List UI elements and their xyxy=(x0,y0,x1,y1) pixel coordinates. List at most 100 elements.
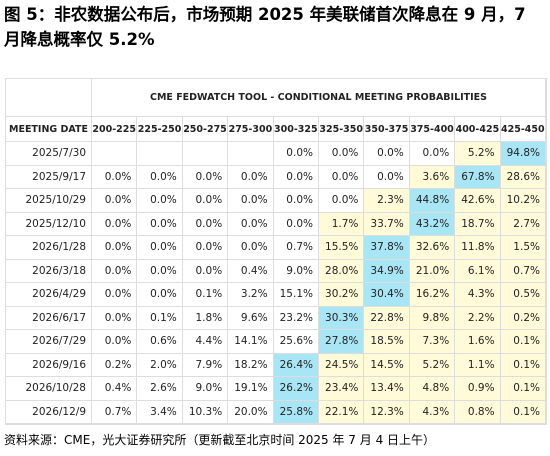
probability-cell: 0.6% xyxy=(137,330,183,354)
probability-cell: 0.1% xyxy=(500,353,546,377)
probability-cell: 0.0% xyxy=(228,189,274,213)
probability-cell: 0.5% xyxy=(500,283,546,307)
blank-corner xyxy=(6,79,92,117)
probability-cell: 15.1% xyxy=(273,283,319,307)
probability-cell: 0.0% xyxy=(319,165,365,189)
probability-cell: 11.8% xyxy=(455,236,501,260)
probability-cell: 25.6% xyxy=(273,330,319,354)
probability-cell: 0.9% xyxy=(455,377,501,401)
column-header: 200-225 xyxy=(92,117,138,142)
probability-cell: 42.6% xyxy=(455,189,501,213)
probability-cell: 15.5% xyxy=(319,236,365,260)
probability-cell: 0.8% xyxy=(455,400,501,424)
probability-cell: 0.0% xyxy=(137,283,183,307)
probability-cell: 4.4% xyxy=(182,330,229,354)
probability-cell: 34.9% xyxy=(364,259,410,283)
probability-cell: 0.0% xyxy=(228,212,274,236)
probability-cell: 0.0% xyxy=(182,165,229,189)
probability-cell: 9.6% xyxy=(228,306,274,330)
probability-cell: 32.6% xyxy=(409,236,456,260)
meeting-date: 2025/12/10 xyxy=(6,212,92,236)
probability-cell: 3.6% xyxy=(409,165,456,189)
probability-cell: 9.0% xyxy=(182,377,229,401)
probability-cell: 0.0% xyxy=(273,189,319,213)
probability-cell: 0.0% xyxy=(137,165,183,189)
probability-cell: 0.0% xyxy=(319,142,365,166)
probability-cell: 0.4% xyxy=(92,377,138,401)
probability-cell: 26.2% xyxy=(273,377,319,401)
probability-cell: 24.5% xyxy=(319,353,365,377)
probability-cell: 23.2% xyxy=(273,306,319,330)
probability-cell: 94.8% xyxy=(500,142,546,166)
probability-cell: 5.2% xyxy=(455,142,501,166)
probability-cell xyxy=(137,142,183,166)
probability-cell: 7.9% xyxy=(182,353,229,377)
probability-cell: 20.0% xyxy=(228,400,274,424)
probability-cell: 0.0% xyxy=(364,142,410,166)
column-header: 425-450 xyxy=(500,117,546,142)
probability-cell: 13.4% xyxy=(364,377,410,401)
probability-cell: 44.8% xyxy=(409,189,456,213)
probability-cell: 28.6% xyxy=(500,165,546,189)
probability-cell: 10.2% xyxy=(500,189,546,213)
column-header: 225-250 xyxy=(137,117,183,142)
probability-cell: 43.2% xyxy=(409,212,456,236)
probability-cell: 0.0% xyxy=(92,306,138,330)
probability-cell: 0.0% xyxy=(182,259,229,283)
probability-cell: 0.2% xyxy=(92,353,138,377)
probability-cell: 0.4% xyxy=(228,259,274,283)
probability-cell: 0.0% xyxy=(273,142,319,166)
probability-cell: 27.8% xyxy=(319,330,365,354)
probability-cell: 12.3% xyxy=(364,400,410,424)
probability-cell: 0.1% xyxy=(137,306,183,330)
meeting-date: 2026/6/17 xyxy=(6,306,92,330)
probability-cell: 0.1% xyxy=(500,400,546,424)
probability-cell: 0.0% xyxy=(137,212,183,236)
column-header: 300-325 xyxy=(273,117,319,142)
probability-cell: 21.0% xyxy=(409,259,456,283)
probability-cell: 0.7% xyxy=(273,236,319,260)
probability-cell: 5.2% xyxy=(409,353,456,377)
probability-cell: 1.6% xyxy=(455,330,501,354)
probability-cell: 0.0% xyxy=(92,259,138,283)
probability-cell: 10.3% xyxy=(182,400,229,424)
probability-cell: 0.0% xyxy=(319,189,365,213)
probability-cell: 14.5% xyxy=(364,353,410,377)
probability-cell: 0.0% xyxy=(182,189,229,213)
probability-cell: 2.2% xyxy=(455,306,501,330)
probability-cell: 2.6% xyxy=(137,377,183,401)
probability-cell: 2.3% xyxy=(364,189,410,213)
probability-cell: 2.7% xyxy=(500,212,546,236)
probability-table: CME FEDWATCH TOOL - CONDITIONAL MEETING … xyxy=(5,78,547,425)
probability-cell: 19.1% xyxy=(228,377,274,401)
probability-cell: 30.3% xyxy=(319,306,365,330)
probability-cell: 1.8% xyxy=(182,306,229,330)
probability-cell: 37.8% xyxy=(364,236,410,260)
probability-cell: 18.2% xyxy=(228,353,274,377)
probability-cell: 0.0% xyxy=(92,283,138,307)
meeting-date: 2026/1/28 xyxy=(6,236,92,260)
meeting-date: 2025/7/30 xyxy=(6,142,92,166)
column-header: MEETING DATE xyxy=(6,117,92,142)
probability-cell: 0.0% xyxy=(137,236,183,260)
probability-cell: 0.2% xyxy=(500,306,546,330)
probability-cell: 4.8% xyxy=(409,377,456,401)
probability-cell: 18.5% xyxy=(364,330,410,354)
meeting-date: 2026/9/16 xyxy=(6,353,92,377)
meeting-date: 2025/9/17 xyxy=(6,165,92,189)
probability-cell: 0.0% xyxy=(92,212,138,236)
probability-cell: 0.1% xyxy=(500,330,546,354)
meeting-date: 2026/10/28 xyxy=(6,377,92,401)
probability-cell: 0.1% xyxy=(182,283,229,307)
probability-cell: 7.3% xyxy=(409,330,456,354)
probability-cell: 3.2% xyxy=(228,283,274,307)
column-header: 375-400 xyxy=(409,117,456,142)
probability-cell: 0.0% xyxy=(273,212,319,236)
meeting-date: 2026/4/29 xyxy=(6,283,92,307)
probability-cell: 0.7% xyxy=(500,259,546,283)
probability-cell: 14.1% xyxy=(228,330,274,354)
column-header: 400-425 xyxy=(455,117,501,142)
probability-cell: 67.8% xyxy=(455,165,501,189)
probability-cell: 30.2% xyxy=(319,283,365,307)
